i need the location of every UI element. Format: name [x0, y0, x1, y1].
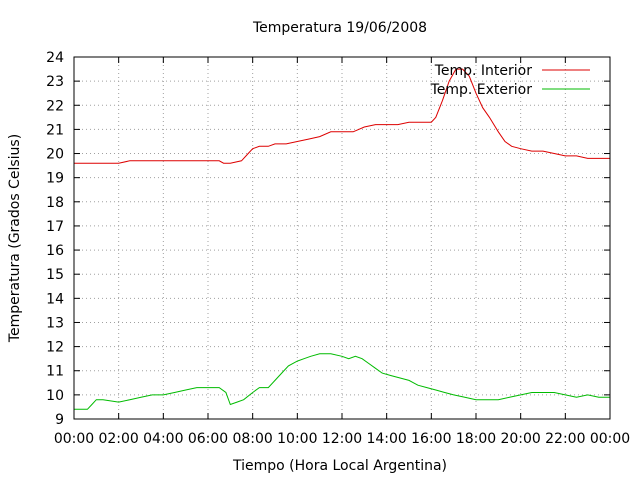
legend: Temp. Interior Temp. Exterior — [430, 63, 590, 98]
x-tick-label: 18:00 — [456, 431, 496, 447]
y-tick-labels: 9 10 11 12 13 14 15 16 17 18 19 20 21 22 23 24 — [46, 50, 64, 428]
series-line-temp-interior — [74, 68, 610, 164]
x-tick-label: 06:00 — [188, 431, 228, 447]
x-tick-label: 00:00 — [54, 431, 94, 447]
x-tick-label: 14:00 — [366, 431, 406, 447]
y-tick-label: 23 — [46, 74, 64, 90]
x-axis-title: Tiempo (Hora Local Argentina) — [232, 458, 447, 474]
y-tick-label: 16 — [46, 243, 64, 259]
x-tick-label: 04:00 — [143, 431, 183, 447]
y-axis-title: Temperatura (Grados Celsius) — [7, 134, 23, 343]
y-tick-label: 11 — [46, 364, 64, 380]
x-tick-label: 12:00 — [322, 431, 362, 447]
y-tick-label: 15 — [46, 267, 64, 283]
y-tick-label: 10 — [46, 388, 64, 404]
plot-frame — [73, 56, 611, 420]
y-tick-label: 18 — [46, 195, 64, 211]
x-tick-label: 02:00 — [98, 431, 138, 447]
y-tick-label: 17 — [46, 219, 64, 235]
x-tick-label: 20:00 — [500, 431, 540, 447]
grid — [74, 57, 610, 419]
series-line-temp-exterior — [74, 353, 610, 410]
x-tick-label: 10:00 — [277, 431, 317, 447]
y-tick-label: 20 — [46, 147, 64, 163]
y-tick-label: 14 — [46, 291, 64, 307]
y-tick-label: 24 — [46, 50, 64, 66]
y-tick-label: 19 — [46, 171, 64, 187]
series-lines — [74, 68, 610, 410]
y-tick-label: 21 — [46, 122, 64, 138]
y-tick-label: 9 — [55, 412, 64, 428]
x-tick-label: 16:00 — [411, 431, 451, 447]
legend-label-temp-interior: Temp. Interior — [434, 63, 533, 79]
x-tick-labels: 00:00 02:00 04:00 06:00 08:00 10:00 12:00 14:00… — [54, 431, 630, 447]
chart-title: Temperatura 19/06/2008 — [252, 20, 427, 36]
x-tick-label: 00:00 — [590, 431, 630, 447]
x-tick-label: 08:00 — [232, 431, 272, 447]
y-tick-label: 13 — [46, 315, 64, 331]
x-tick-label: 22:00 — [545, 431, 585, 447]
legend-label-temp-exterior: Temp. Exterior — [430, 82, 533, 98]
y-tick-label: 12 — [46, 340, 64, 356]
y-tick-label: 22 — [46, 98, 64, 114]
